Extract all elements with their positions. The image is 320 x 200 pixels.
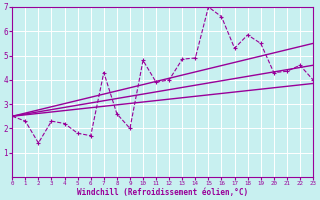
X-axis label: Windchill (Refroidissement éolien,°C): Windchill (Refroidissement éolien,°C) <box>77 188 248 197</box>
